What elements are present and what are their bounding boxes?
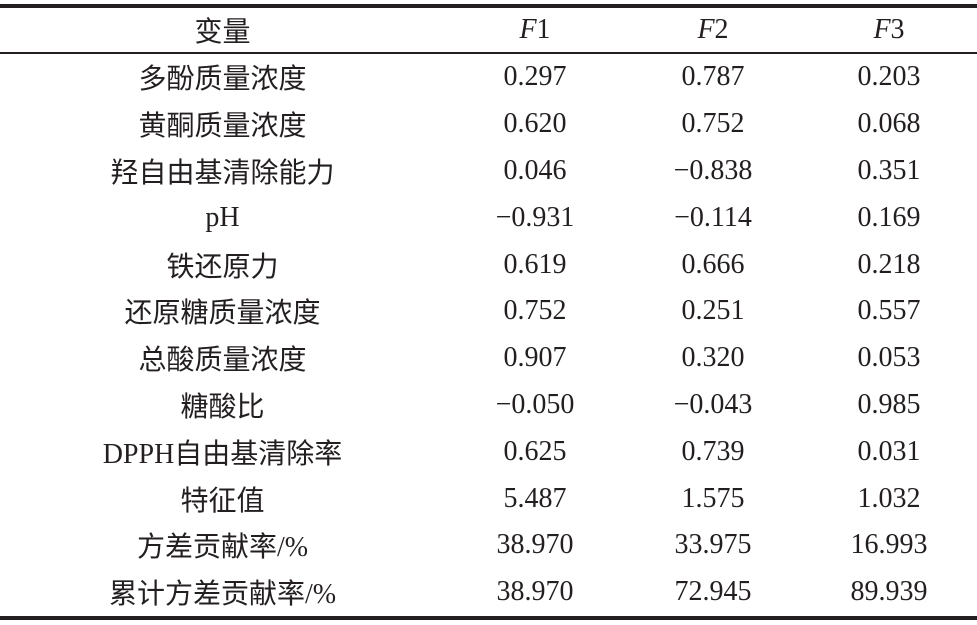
value-cell: 0.619: [503, 248, 567, 280]
value-cell: 0.666: [681, 248, 745, 280]
page: 变量 F1 F2 F3 多酚质量浓度 0.297 0.787 0.203 黄酮质量浓度 0.62…: [0, 4, 977, 625]
value-cell: −0.043: [673, 388, 753, 420]
value-cell: 0.752: [681, 108, 745, 140]
value-cell: −0.838: [673, 154, 753, 186]
value-cell: 0.046: [503, 154, 567, 186]
table-row: pH −0.931 −0.114 0.169: [0, 194, 977, 241]
header-row: 变量 F1 F2 F3: [0, 6, 977, 53]
value-cell: 0.787: [681, 61, 745, 93]
value-cell: 0.251: [681, 295, 745, 327]
header-cell: F2: [697, 14, 729, 45]
value-cell: 38.970: [496, 529, 574, 561]
value-cell: 0.068: [857, 108, 921, 140]
table-row: 多酚质量浓度 0.297 0.787 0.203: [0, 53, 977, 101]
value-cell: 89.939: [850, 576, 928, 608]
value-cell: 0.620: [503, 108, 567, 140]
value-cell: 0.351: [857, 154, 921, 186]
table-row: 糖酸比 −0.050 −0.043 0.985: [0, 382, 977, 429]
variable-cell: 还原糖质量浓度: [124, 298, 321, 330]
value-cell: 38.970: [496, 576, 574, 608]
value-cell: 0.031: [857, 435, 921, 467]
value-cell: 0.053: [857, 342, 921, 374]
variable-cell: 糖酸比: [180, 391, 265, 423]
variable-cell: 总酸质量浓度: [138, 345, 307, 377]
value-cell: 0.203: [857, 61, 921, 93]
table-row: 黄酮质量浓度 0.620 0.752 0.068: [0, 101, 977, 148]
table-row: 方差贡献率/% 38.970 33.975 16.993: [0, 522, 977, 569]
value-cell: 0.739: [681, 435, 745, 467]
table-row: 铁还原力 0.619 0.666 0.218: [0, 241, 977, 288]
value-cell: 0.320: [681, 342, 745, 374]
value-cell: 5.487: [503, 482, 567, 514]
table-row: 累计方差贡献率/% 38.970 72.945 89.939: [0, 569, 977, 618]
variable-cell: 羟自由基清除能力: [110, 157, 335, 189]
value-cell: 0.907: [503, 342, 567, 374]
value-cell: 16.993: [850, 529, 928, 561]
header-cell: 变量: [194, 17, 251, 48]
variable-cell: pH: [205, 201, 240, 233]
value-cell: 0.218: [857, 248, 921, 280]
value-cell: 1.575: [681, 482, 745, 514]
table-row: 还原糖质量浓度 0.752 0.251 0.557: [0, 288, 977, 335]
value-cell: 0.557: [857, 295, 921, 327]
variable-cell: 累计方差贡献率/%: [108, 579, 337, 611]
variable-cell: 特征值: [180, 485, 265, 517]
value-cell: 0.752: [503, 295, 567, 327]
table-row: 特征值 5.487 1.575 1.032: [0, 475, 977, 522]
value-cell: 0.625: [503, 435, 567, 467]
table-row: 总酸质量浓度 0.907 0.320 0.053: [0, 335, 977, 382]
value-cell: −0.050: [495, 388, 575, 420]
table-row: 羟自由基清除能力 0.046 −0.838 0.351: [0, 148, 977, 195]
value-cell: 0.169: [857, 201, 921, 233]
variable-cell: 方差贡献率/%: [136, 532, 309, 564]
value-cell: 0.297: [503, 61, 567, 93]
table-body: 多酚质量浓度 0.297 0.787 0.203 黄酮质量浓度 0.620 0.752 0.0…: [0, 53, 977, 618]
header-cell: F3: [873, 14, 905, 45]
variable-cell: 黄酮质量浓度: [138, 111, 307, 143]
value-cell: −0.931: [495, 201, 575, 233]
table-row: DPPH自由基清除率 0.625 0.739 0.031: [0, 428, 977, 475]
variable-cell: DPPH自由基清除率: [102, 438, 343, 470]
value-cell: 0.985: [857, 388, 921, 420]
value-cell: 33.975: [674, 529, 752, 561]
header-cell: F1: [519, 14, 551, 45]
data-table: 变量 F1 F2 F3 多酚质量浓度 0.297 0.787 0.203 黄酮质量浓度 0.62…: [0, 4, 977, 620]
table-header: 变量 F1 F2 F3: [0, 6, 977, 53]
value-cell: −0.114: [674, 201, 752, 233]
value-cell: 72.945: [674, 576, 752, 608]
variable-cell: 铁还原力: [166, 251, 279, 283]
variable-cell: 多酚质量浓度: [138, 64, 307, 96]
value-cell: 1.032: [857, 482, 921, 514]
